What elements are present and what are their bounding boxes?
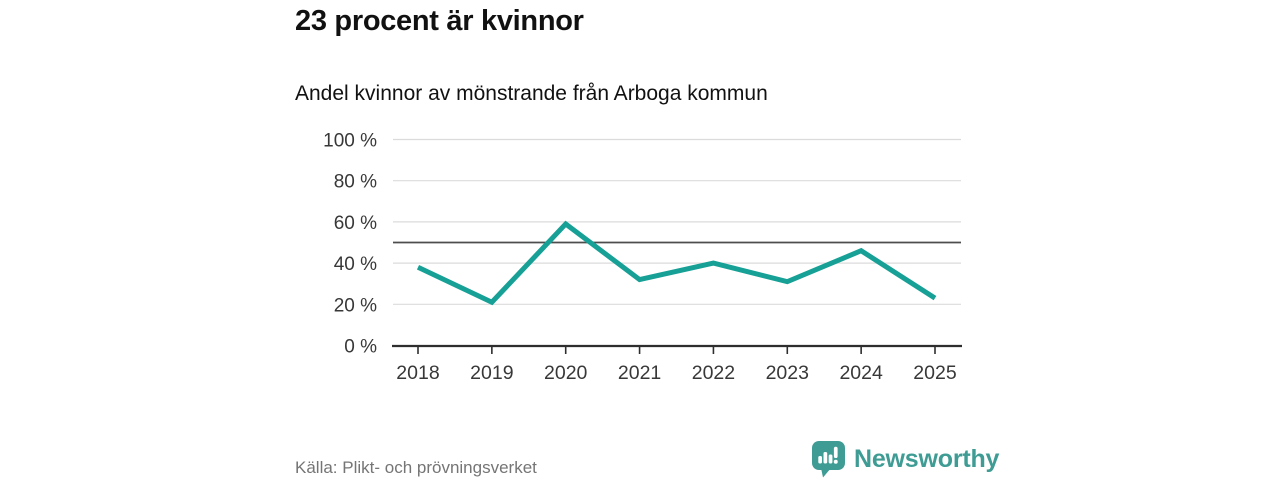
y-axis-tick-label: 40 % bbox=[334, 254, 377, 275]
chart-subtitle: Andel kvinnor av mönstrande från Arboga … bbox=[295, 82, 768, 105]
x-axis-tick-label: 2020 bbox=[544, 362, 588, 384]
newsworthy-wordmark: Newsworthy bbox=[854, 445, 1000, 473]
y-axis-tick-label: 0 % bbox=[344, 337, 377, 358]
y-axis-tick-label: 60 % bbox=[334, 213, 377, 234]
x-axis-tick-label: 2021 bbox=[618, 362, 661, 384]
x-axis-tick-label: 2025 bbox=[913, 362, 957, 384]
newsworthy-logo: Newsworthy bbox=[812, 441, 999, 478]
newsworthy-bar-chart-bubble-icon bbox=[812, 441, 845, 478]
y-axis-tick-label: 20 % bbox=[334, 295, 377, 316]
y-axis-tick-label: 100 % bbox=[323, 131, 377, 152]
source-note: Källa: Plikt- och prövningsverket bbox=[295, 458, 537, 477]
x-axis-tick-label: 2023 bbox=[766, 362, 809, 384]
x-axis-tick-label: 2019 bbox=[470, 362, 513, 384]
chart-title: 23 procent är kvinnor bbox=[295, 5, 584, 37]
y-axis-tick-label: 80 % bbox=[334, 172, 377, 193]
data-line-series bbox=[416, 220, 937, 306]
x-axis-tick-label: 2024 bbox=[839, 362, 883, 384]
x-axis-tick-label: 2022 bbox=[692, 362, 735, 384]
x-axis-tick-label: 2018 bbox=[396, 362, 439, 384]
